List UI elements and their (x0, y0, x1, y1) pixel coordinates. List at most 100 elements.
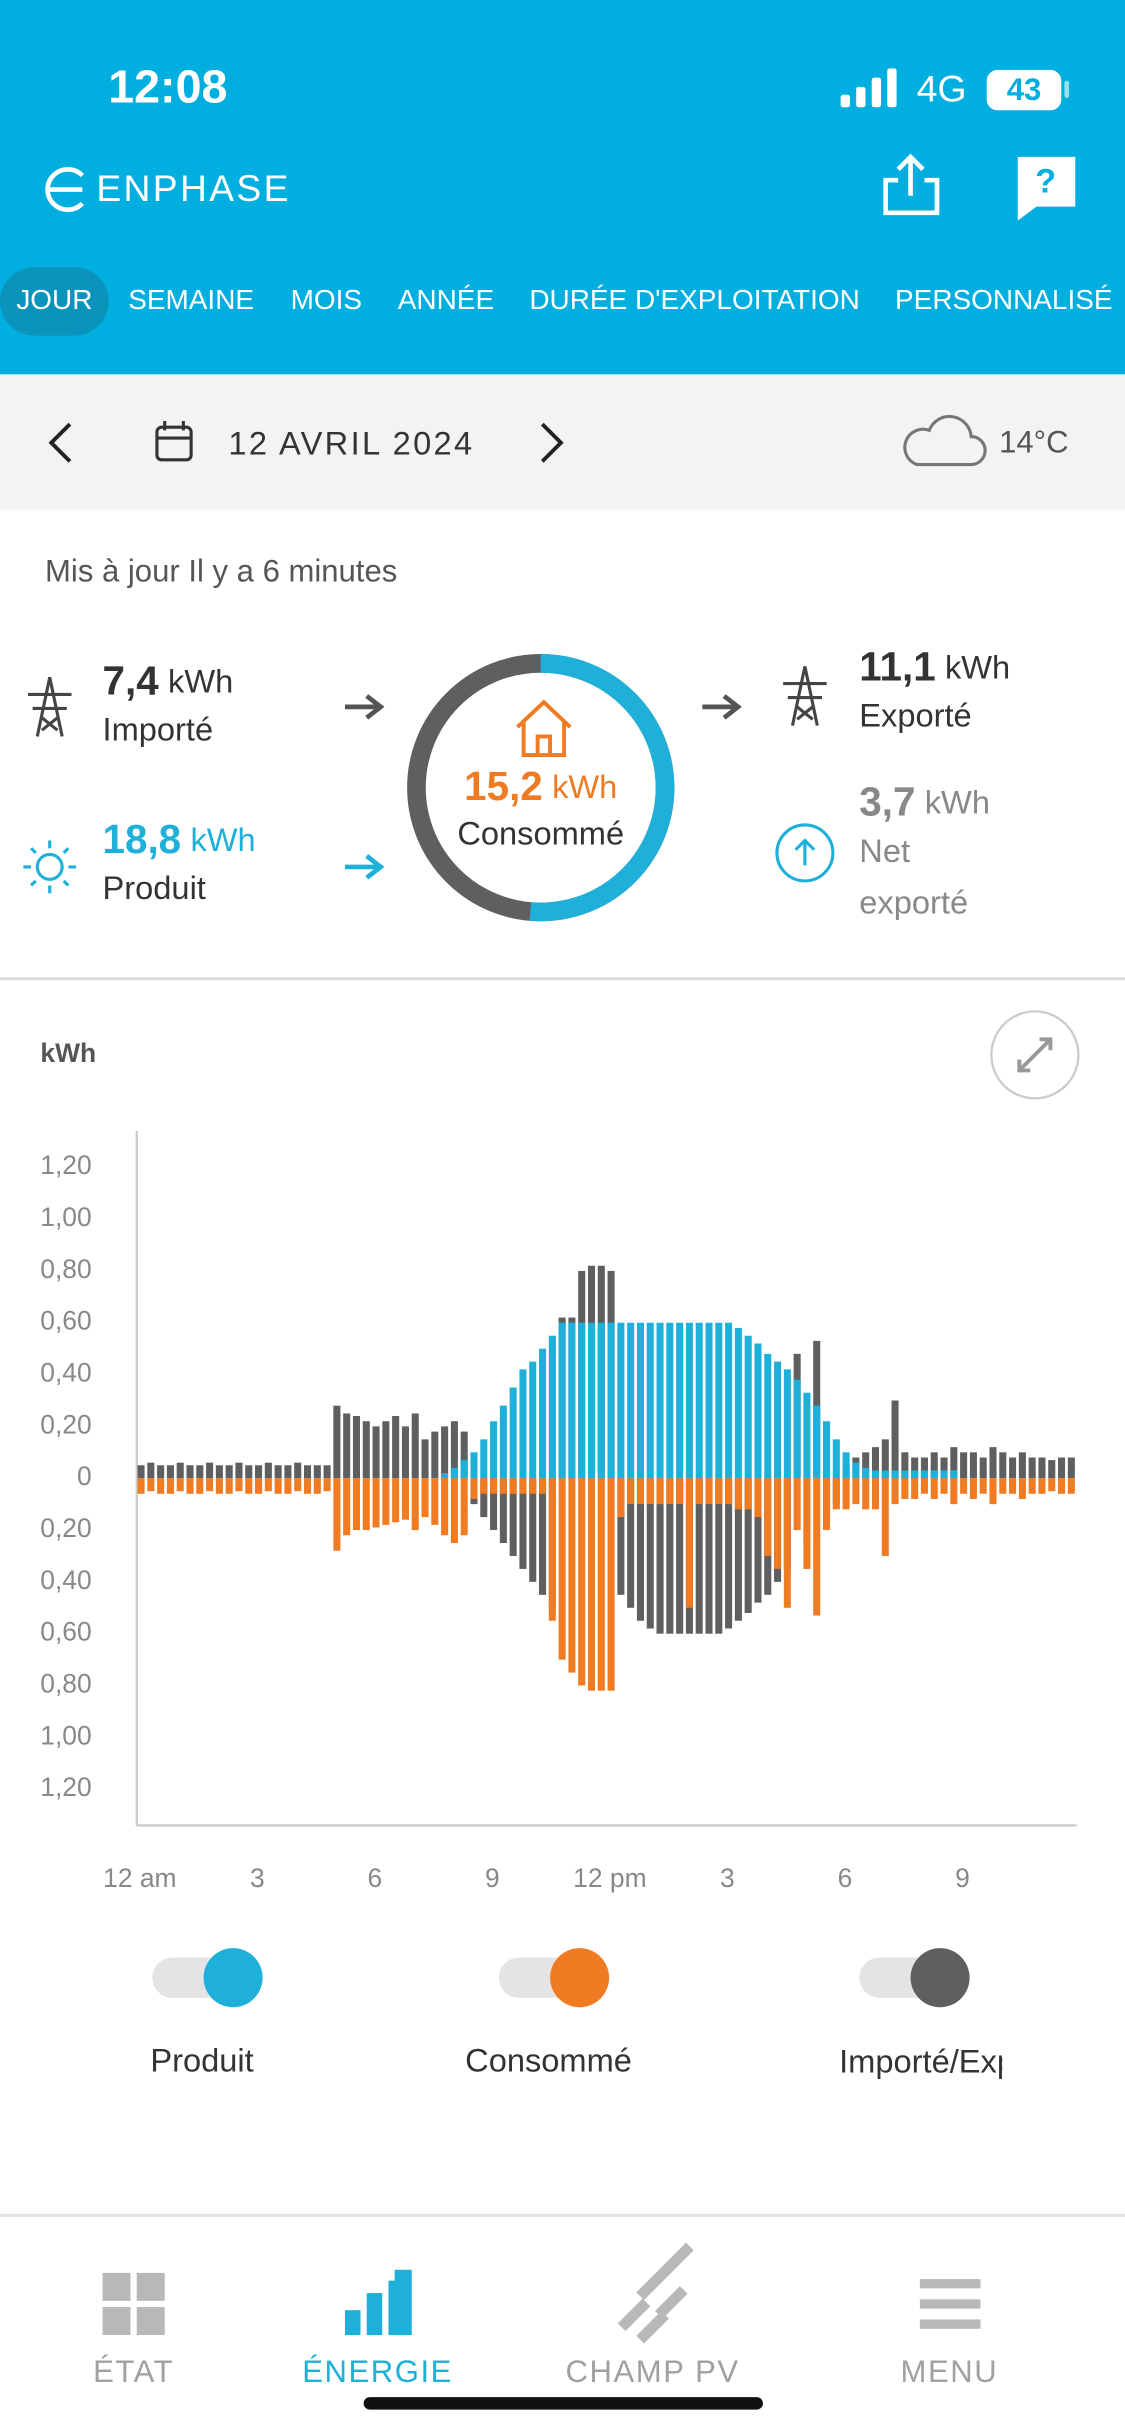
bar (705, 1478, 713, 1634)
prev-button[interactable] (48, 422, 72, 463)
bar (176, 1478, 184, 1492)
bar (920, 1470, 928, 1479)
bar (333, 1478, 341, 1551)
bar (813, 1405, 821, 1479)
bar (206, 1462, 214, 1479)
bar (392, 1478, 400, 1523)
stat-value: 18,8 (103, 816, 182, 862)
bar (1038, 1457, 1046, 1479)
bar (783, 1478, 791, 1608)
bar (509, 1478, 517, 1494)
help-button[interactable]: ? (1017, 156, 1076, 221)
logo-icon (45, 167, 85, 213)
bar (881, 1439, 889, 1479)
y-tick-label: 0,80 (40, 1254, 91, 1284)
bar (793, 1478, 801, 1531)
stat-exported: 11,1 kWh (859, 643, 1010, 689)
y-axis-label: kWh (40, 1038, 96, 1068)
nav-item[interactable]: ÉTAT (93, 2354, 174, 2389)
bar (715, 1322, 723, 1479)
bar (519, 1478, 527, 1569)
stat-consumed: 15,2 kWh (464, 763, 617, 809)
next-button[interactable] (540, 422, 564, 463)
bar (225, 1465, 233, 1479)
bar (1018, 1452, 1026, 1479)
bar (656, 1478, 664, 1505)
bar (196, 1478, 204, 1494)
bar (294, 1462, 302, 1479)
bar (803, 1478, 811, 1569)
tab[interactable]: PERSONNALISÉ (895, 284, 1113, 315)
date: 12 AVRIL 2024 (228, 424, 474, 461)
battery-level: 43 (1007, 72, 1042, 107)
bar (1067, 1457, 1075, 1479)
bar (186, 1478, 194, 1494)
bar (979, 1457, 987, 1479)
x-tick-label: 6 (838, 1863, 853, 1893)
stat-caption: Net exporté (859, 834, 969, 922)
bar (911, 1470, 919, 1479)
bar (166, 1478, 174, 1494)
bar (636, 1478, 644, 1505)
arrow (344, 694, 385, 720)
toggle-knob[interactable] (203, 1948, 263, 2008)
bar (685, 1322, 693, 1479)
help-icon: ? (1035, 162, 1056, 200)
bar (294, 1478, 302, 1492)
bar (392, 1416, 400, 1479)
bar (490, 1478, 498, 1531)
bar (950, 1470, 958, 1479)
bar (881, 1478, 889, 1556)
bar (519, 1478, 527, 1494)
bar (627, 1478, 635, 1608)
bar (911, 1478, 919, 1499)
tab[interactable]: JOUR (16, 284, 92, 315)
home-indicator (363, 2397, 763, 2410)
bar (666, 1478, 674, 1505)
calendar-icon[interactable] (155, 421, 193, 462)
tab[interactable]: MOIS (291, 284, 362, 315)
bar (206, 1478, 214, 1492)
nav-item[interactable]: ÉNERGIE (302, 2354, 453, 2389)
bar (646, 1322, 654, 1479)
bar (695, 1322, 703, 1479)
clock: 12:08 (108, 60, 227, 112)
bar (313, 1465, 321, 1479)
bar (529, 1361, 537, 1479)
nav-item[interactable]: CHAMP PV (566, 2354, 740, 2389)
bar (744, 1478, 752, 1510)
legend-label: Importé/Exporté (839, 2044, 1002, 2081)
bar (676, 1322, 684, 1479)
bar (911, 1457, 919, 1479)
bar (421, 1478, 429, 1518)
bar (587, 1322, 596, 1479)
y-tick-label: 1,00 (40, 1720, 91, 1750)
bar (450, 1421, 458, 1479)
bar (1058, 1457, 1066, 1479)
bar (852, 1478, 860, 1505)
expand-button[interactable] (990, 1010, 1080, 1100)
bar (147, 1478, 155, 1492)
bar (313, 1478, 321, 1494)
share-button[interactable] (883, 153, 940, 216)
nav-item[interactable]: MENU (901, 2354, 999, 2389)
bar (382, 1421, 390, 1479)
bar (754, 1343, 762, 1479)
bar (166, 1465, 174, 1479)
bar (499, 1405, 507, 1479)
chart: 1,20 1,00 0,80 0,60 0,40 0,20 0 0,20 0,40 0,60 0,8… (40, 1131, 1077, 1893)
tab[interactable]: DURÉE D'EXPLOITATION (529, 284, 860, 315)
stat-caption: Produit (103, 869, 206, 906)
bar (274, 1465, 282, 1479)
tab[interactable]: ANNÉE (398, 284, 494, 315)
bar (1058, 1478, 1066, 1494)
bar (509, 1387, 517, 1479)
toggle-knob[interactable] (550, 1948, 610, 2008)
toggle-knob[interactable] (910, 1948, 970, 2008)
tab[interactable]: SEMAINE (128, 284, 254, 315)
bar (881, 1470, 889, 1479)
bar (862, 1467, 870, 1479)
bar (685, 1478, 693, 1608)
bar (245, 1478, 253, 1494)
